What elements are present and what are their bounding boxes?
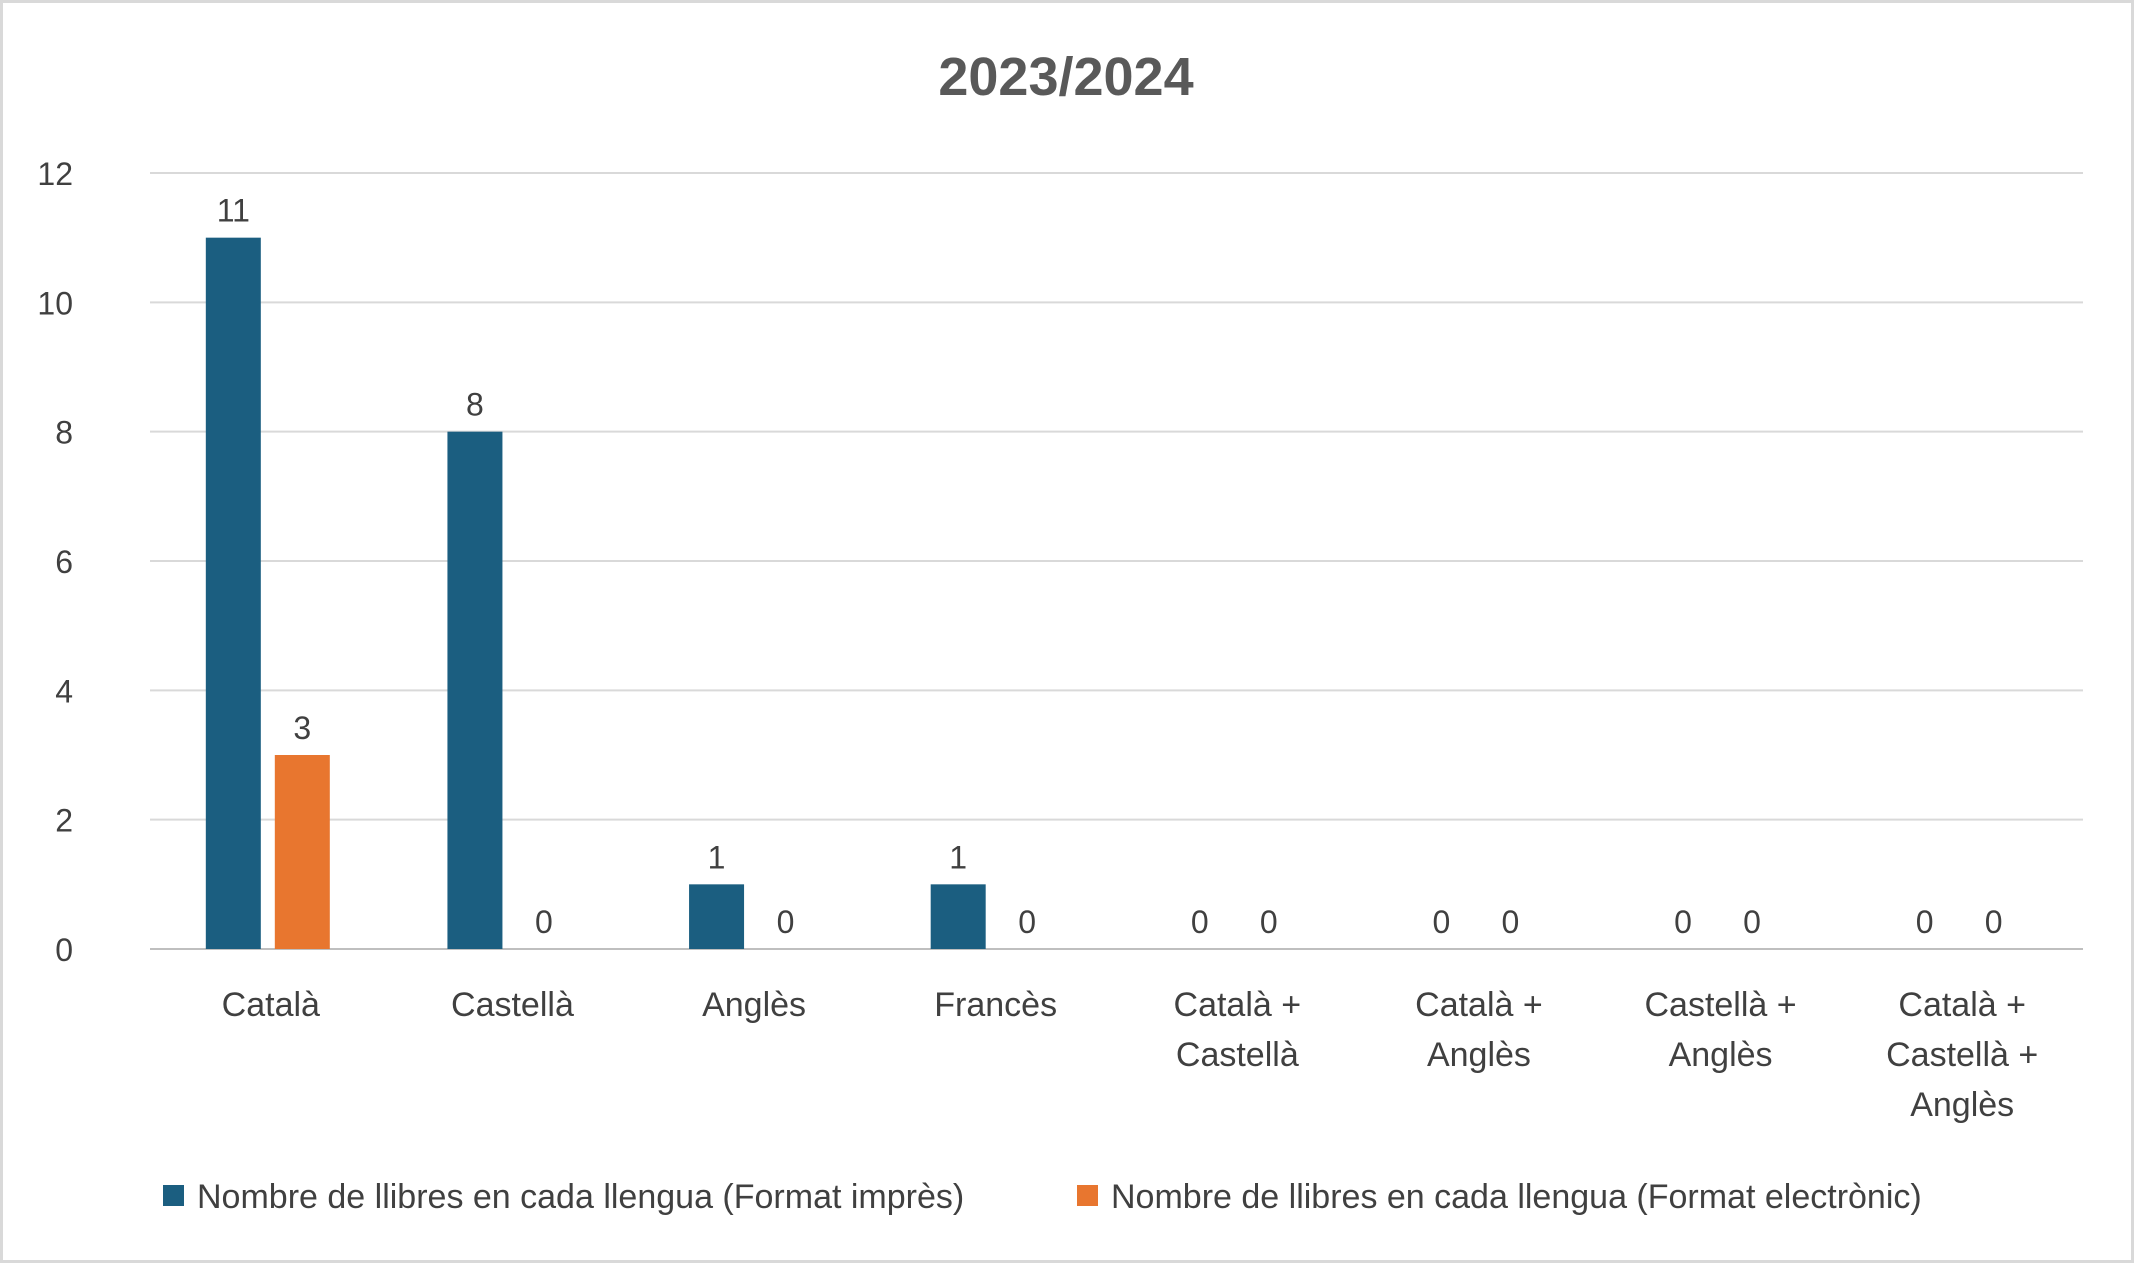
y-tick-label: 8	[55, 415, 73, 451]
chart-title: 2023/2024	[938, 47, 1193, 107]
bar	[689, 884, 745, 949]
data-label: 0	[1191, 904, 1209, 940]
x-tick-label: Anglès	[702, 986, 806, 1024]
y-tick-label: 4	[55, 673, 73, 709]
data-label: 3	[293, 710, 311, 746]
y-tick-label: 0	[55, 932, 73, 968]
data-label: 0	[1433, 904, 1451, 940]
bars	[205, 237, 986, 950]
bar	[930, 884, 986, 949]
data-label: 0	[1502, 904, 1520, 940]
data-label: 0	[1985, 904, 2003, 940]
data-label: 0	[1743, 904, 1761, 940]
legend-label: Nombre de llibres en cada llengua (Forma…	[1111, 1178, 1922, 1216]
y-axis: 0 2 4 6 8 10 12	[37, 156, 73, 968]
y-tick-label: 12	[37, 156, 73, 192]
x-tick-label: Francès	[934, 986, 1057, 1024]
legend: Nombre de llibres en cada llengua (Forma…	[163, 1178, 1922, 1216]
y-tick-label: 2	[55, 803, 73, 839]
data-label: 0	[535, 904, 553, 940]
data-label: 0	[777, 904, 795, 940]
data-label: 1	[708, 839, 726, 875]
x-tick-label: Castellà +	[1644, 986, 1796, 1024]
y-tick-label: 6	[55, 544, 73, 580]
bar	[205, 237, 261, 949]
x-tick-label: Castellà	[1176, 1036, 1299, 1074]
legend-label: Nombre de llibres en cada llengua (Forma…	[197, 1178, 964, 1216]
legend-swatch	[1077, 1185, 1098, 1206]
data-label: 0	[1916, 904, 1934, 940]
x-tick-label: Català +	[1415, 986, 1543, 1024]
data-label: 1	[949, 839, 967, 875]
x-tick-label: Català	[222, 986, 320, 1024]
bar	[447, 431, 503, 950]
x-tick-label: Anglès	[1427, 1036, 1531, 1074]
data-label: 0	[1260, 904, 1278, 940]
x-tick-label: Castellà +	[1886, 1036, 2038, 1074]
gridlines	[150, 172, 2083, 950]
legend-swatch	[163, 1185, 184, 1206]
x-tick-label: Català +	[1174, 986, 1302, 1024]
x-tick-label: Català +	[1898, 986, 2026, 1024]
x-tick-label: Castellà	[451, 986, 574, 1024]
data-label: 11	[217, 193, 250, 229]
x-tick-label: Anglès	[1910, 1086, 2014, 1124]
data-label: 8	[466, 387, 484, 423]
x-axis: Català Castellà Anglès Francès Català + Caste…	[222, 986, 2039, 1124]
data-label: 0	[1674, 904, 1692, 940]
data-label: 0	[1018, 904, 1036, 940]
bar	[274, 755, 330, 949]
x-tick-label: Anglès	[1669, 1036, 1773, 1074]
y-tick-label: 10	[37, 285, 73, 321]
